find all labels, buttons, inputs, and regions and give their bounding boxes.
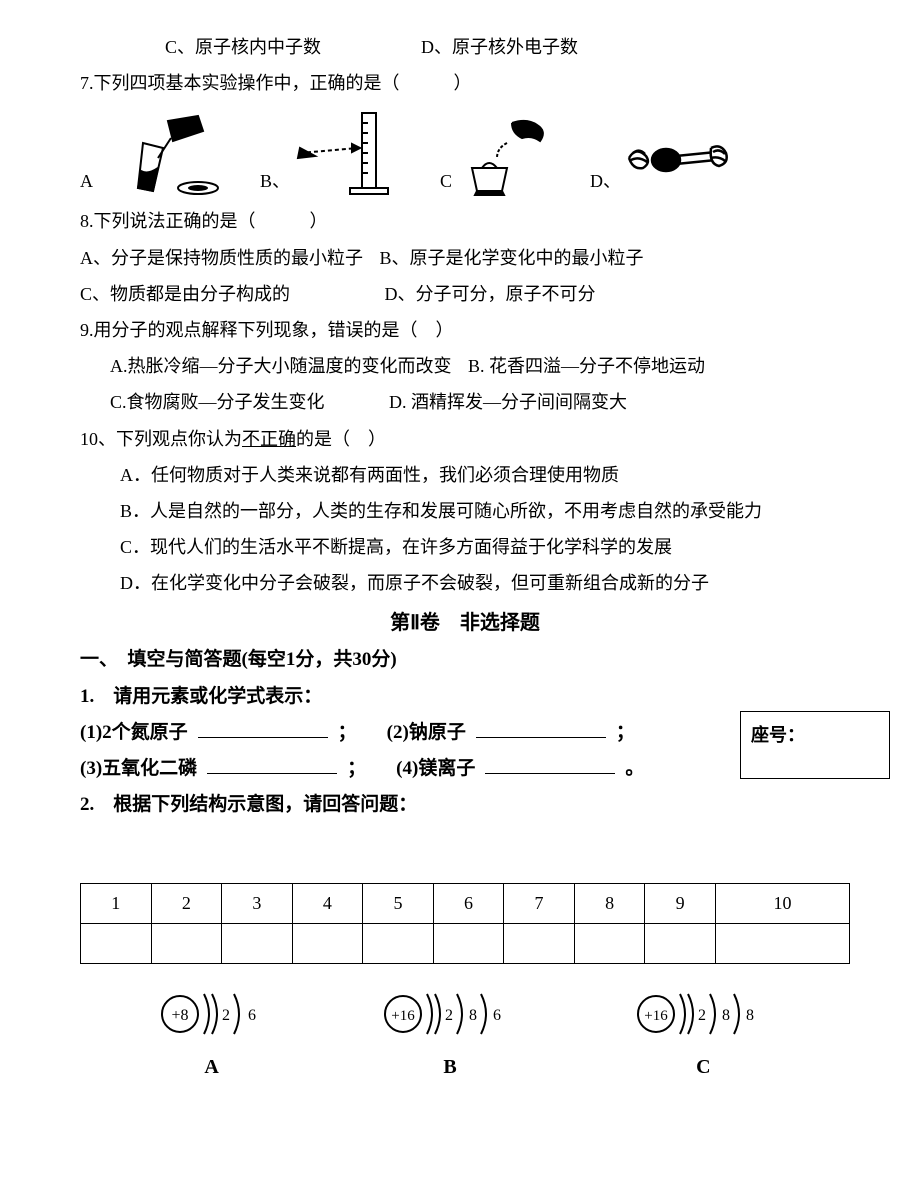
atom-diagrams: +8 2 6 A +16 2 8 6 B +16 2	[80, 984, 850, 1086]
th-6: 6	[433, 883, 504, 923]
th-4: 4	[292, 883, 363, 923]
svg-text:8: 8	[746, 1007, 754, 1024]
fill-4-label: (4)镁离子	[396, 751, 475, 787]
atom-a-icon: +8 2 6	[152, 984, 272, 1044]
q7-label-b: B、	[260, 164, 290, 198]
th-9: 9	[645, 883, 716, 923]
ans-1[interactable]	[81, 923, 152, 963]
smelling-icon	[452, 113, 562, 198]
q7-options: A B、	[80, 108, 850, 198]
ans-7[interactable]	[504, 923, 575, 963]
q7-stem: 7.下列四项基本实验操作中，正确的是（ ）	[80, 66, 850, 100]
q8-ab: A、分子是保持物质性质的最小粒子 B、原子是化学变化中的最小粒子	[80, 241, 850, 275]
fill-1-label: (1)2个氮原子	[80, 715, 188, 751]
fill-1-input[interactable]	[198, 720, 328, 738]
atom-b-icon: +16 2 8 6	[375, 984, 525, 1044]
q8-b: B、原子是化学变化中的最小粒子	[380, 248, 644, 268]
q10-b: B．人是自然的一部分，人类的生存和发展可随心所欲，不用考虑自然的承受能力	[80, 494, 850, 528]
q10-stem-u: 不正确	[242, 429, 296, 449]
q8-stem: 8.下列说法正确的是（ ）	[80, 204, 850, 238]
section1-title: 一、 填空与简答题(每空1分，共30分)	[80, 642, 850, 678]
svg-text:+16: +16	[391, 1008, 415, 1024]
th-3: 3	[222, 883, 293, 923]
q10-stem: 10、下列观点你认为不正确的是（ ）	[80, 422, 850, 456]
q9-a: A.热胀冷缩—分子大小随温度的变化而改变	[110, 356, 452, 376]
ans-4[interactable]	[292, 923, 363, 963]
th-7: 7	[504, 883, 575, 923]
s2-title: 2. 根据下列结构示意图，请回答问题：	[80, 787, 850, 823]
semi-1: ；	[338, 715, 357, 751]
fill-2-label: (2)钠原子	[387, 715, 466, 751]
fill-row-1: (1)2个氮原子 ； (2)钠原子 ；	[80, 715, 850, 751]
ans-3[interactable]	[222, 923, 293, 963]
q10-stem-pre: 10、下列观点你认为	[80, 429, 242, 449]
answer-table: 1 2 3 4 5 6 7 8 9 10	[80, 883, 850, 964]
atom-b: +16 2 8 6 B	[375, 984, 525, 1086]
q7-label-d: D、	[590, 164, 621, 198]
th-1: 1	[81, 883, 152, 923]
svg-text:8: 8	[469, 1007, 477, 1024]
q9-c: C.食物腐败—分子发生变化	[110, 392, 325, 412]
atom-a: +8 2 6 A	[152, 984, 272, 1086]
th-8: 8	[574, 883, 645, 923]
q10-d: D．在化学变化中分子会破裂，而原子不会破裂，但可重新组合成新的分子	[80, 566, 850, 600]
seat-label: 座号：	[751, 725, 805, 745]
q9-ab: A.热胀冷缩—分子大小随温度的变化而改变 B. 花香四溢—分子不停地运动	[80, 349, 850, 383]
svg-text:2: 2	[445, 1007, 453, 1024]
ans-10[interactable]	[715, 923, 849, 963]
q8-d: D、分子可分，原子不可分	[385, 284, 596, 304]
svg-text:8: 8	[722, 1007, 730, 1024]
ans-2[interactable]	[151, 923, 222, 963]
svg-text:+16: +16	[645, 1008, 669, 1024]
q8-cd: C、物质都是由分子构成的 D、分子可分，原子不可分	[80, 277, 850, 311]
atom-a-label: A	[152, 1048, 272, 1086]
ans-5[interactable]	[363, 923, 434, 963]
svg-text:2: 2	[222, 1007, 230, 1024]
part2-title: 第Ⅱ卷 非选择题	[80, 604, 850, 642]
seat-number-box: 座号：	[740, 711, 890, 779]
svg-text:6: 6	[493, 1007, 501, 1024]
atom-c-label: C	[628, 1048, 778, 1086]
semi-3: ；	[347, 751, 366, 787]
q9-cd: C.食物腐败—分子发生变化 D. 酒精挥发—分子间间隔变大	[80, 385, 850, 419]
fill-3-input[interactable]	[207, 756, 337, 774]
ans-8[interactable]	[574, 923, 645, 963]
q8-a: A、分子是保持物质性质的最小粒子	[80, 248, 363, 268]
fill-row-2: (3)五氧化二磷 ； (4)镁离子 。	[80, 751, 850, 787]
period-1: 。	[625, 751, 644, 787]
fill-3-label: (3)五氧化二磷	[80, 751, 197, 787]
pouring-liquid-icon	[93, 113, 233, 198]
q10-stem-post: 的是（ ）	[296, 429, 386, 449]
q9-d: D. 酒精挥发—分子间间隔变大	[389, 392, 627, 412]
s1-title: 1. 请用元素或化学式表示：	[80, 679, 850, 715]
q10-a: A．任何物质对于人类来说都有两面性，我们必须合理使用物质	[80, 458, 850, 492]
semi-2: ；	[616, 715, 635, 751]
ans-9[interactable]	[645, 923, 716, 963]
svg-text:6: 6	[248, 1007, 256, 1024]
q9-b: B. 花香四溢—分子不停地运动	[468, 356, 705, 376]
atom-c: +16 2 8 8 C	[628, 984, 778, 1086]
q9-stem: 9.用分子的观点解释下列现象，错误的是（ ）	[80, 313, 850, 347]
ans-6[interactable]	[433, 923, 504, 963]
table-header-row: 1 2 3 4 5 6 7 8 9 10	[81, 883, 850, 923]
svg-text:+8: +8	[171, 1007, 188, 1024]
q6-option-c: C、原子核内中子数	[165, 30, 321, 64]
q6-options: C、原子核内中子数 D、原子核外电子数	[80, 30, 850, 64]
q6-option-d: D、原子核外电子数	[421, 30, 578, 64]
q10-c: C．现代人们的生活水平不断提高，在许多方面得益于化学科学的发展	[80, 530, 850, 564]
th-5: 5	[363, 883, 434, 923]
atom-b-label: B	[375, 1048, 525, 1086]
atom-c-icon: +16 2 8 8	[628, 984, 778, 1044]
fill-4-input[interactable]	[485, 756, 615, 774]
stopper-tube-icon	[621, 128, 731, 198]
graduated-cylinder-icon	[290, 108, 410, 198]
svg-text:2: 2	[698, 1007, 706, 1024]
th-2: 2	[151, 883, 222, 923]
q7-label-c: C	[440, 164, 452, 198]
fill-2-input[interactable]	[476, 720, 606, 738]
table-answer-row	[81, 923, 850, 963]
th-10: 10	[715, 883, 849, 923]
q7-label-a: A	[80, 164, 93, 198]
q8-c: C、物质都是由分子构成的	[80, 284, 290, 304]
